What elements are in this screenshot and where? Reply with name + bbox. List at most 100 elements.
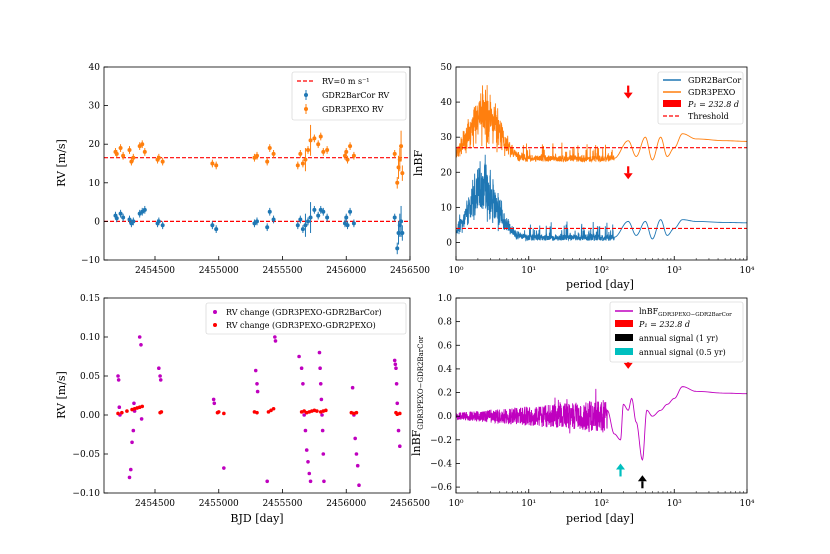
- dbf-ylabel-sub: GDR3PEXO−GDR2BarCor: [417, 335, 425, 429]
- rvc-point: [306, 460, 310, 464]
- rv-point: [255, 219, 259, 224]
- rvc-point: [158, 374, 162, 378]
- rvc-legend-box: [205, 302, 407, 335]
- rvc-point: [307, 471, 312, 476]
- rv-point: [312, 207, 317, 212]
- rv-point: [131, 155, 136, 160]
- bf-p1-arrow-head: [623, 92, 633, 99]
- rvc-point: [222, 466, 226, 470]
- bf-xtick-label: 10²: [594, 266, 609, 276]
- rv-point: [395, 246, 400, 251]
- panel-delta-bf: 10⁰ 10¹ 10² 10³ 10⁴ −0.6 −0.4 −0.2 0.0 0.2 0.4 0.6 0…: [410, 294, 755, 525]
- dbf-series-line: [456, 386, 747, 461]
- rv-point: [351, 153, 356, 158]
- rv-point: [303, 223, 308, 228]
- rv-xtick-label: 2456000: [326, 266, 366, 276]
- rvc-point: [137, 335, 142, 339]
- rvc-point: [354, 410, 359, 415]
- rvc-point: [212, 401, 217, 406]
- dbf-ytick-label: 1.0: [438, 294, 453, 304]
- rv-legend-gdr2-label: GDR2BarCor RV: [322, 91, 389, 100]
- rv-point: [298, 217, 303, 222]
- rv-xtick-label: 2455000: [199, 266, 239, 276]
- rvc-legend: RV change (GDR3PEXO-GDR2BarCor) RV chang…: [205, 302, 407, 335]
- rv-point: [140, 142, 145, 147]
- rv-point: [114, 216, 119, 221]
- rvc-ylabel: RV [m/s]: [55, 371, 68, 419]
- dbf-xtick-label: 10⁴: [739, 499, 754, 509]
- rvchange-xtick-label: 2456000: [326, 499, 366, 509]
- dbf-xtick-label: 10⁰: [448, 499, 463, 509]
- rv-plot-area: [104, 124, 410, 255]
- rvchange-ytick-label: 0.10: [80, 333, 100, 343]
- dbf-legend-annual05-label: annual signal (0.5 yr): [639, 348, 726, 357]
- bf-ytick-label: 30: [441, 133, 453, 143]
- rv-point: [308, 138, 313, 143]
- dbf-ytick-label: 0.0: [438, 412, 453, 422]
- rv-point: [160, 159, 165, 164]
- rvc-point: [396, 428, 401, 433]
- dbf-legend-p1-label: P₁ = 232.8 d: [638, 320, 690, 329]
- dbf-annual1-arrow-head: [637, 475, 647, 482]
- rv-point: [400, 171, 405, 176]
- rv-point: [271, 151, 276, 156]
- rv-point: [214, 227, 219, 232]
- rv-xtick-label: 2454500: [135, 266, 175, 276]
- rvc-point: [116, 411, 120, 416]
- rv-point: [345, 223, 350, 228]
- bf-xlabel: period [day]: [566, 278, 634, 291]
- rv-point: [265, 225, 270, 230]
- rv-point: [298, 151, 303, 156]
- bf-legend: GDR2BarCor GDR3PEXO P₁ = 232.8 d Thresho…: [657, 71, 744, 125]
- rvchange-xtick-label: 2454500: [135, 499, 175, 509]
- rvc-point: [353, 436, 357, 441]
- rv-ytick-label: 0: [94, 217, 100, 227]
- rvc-point: [157, 366, 161, 371]
- dbf-ytick-label: 0.6: [438, 341, 453, 351]
- rvc-point: [322, 479, 326, 484]
- rv-axes-frame: [103, 66, 411, 261]
- rv-point: [271, 217, 276, 222]
- dbf-xtick-label: 10³: [667, 499, 682, 509]
- rvc-point: [315, 409, 319, 413]
- rv-point: [129, 159, 134, 164]
- rv-point: [131, 219, 136, 224]
- bf-ytick-label: 50: [441, 63, 453, 73]
- panel-rv-change: 2454500 2455000 2455500 2456000 2456500 −0.10…: [55, 294, 430, 525]
- rvchange-xtick-label: 2455500: [262, 499, 302, 509]
- rv-ytick-label: −10: [81, 256, 100, 266]
- rv-point: [308, 215, 313, 220]
- rvc-axes-frame: [103, 297, 411, 494]
- rv-point: [121, 215, 126, 220]
- bf-ytick-label: 40: [441, 98, 453, 108]
- rv-point: [348, 209, 353, 214]
- rv-point: [399, 144, 404, 149]
- dbf-ytick-label: −0.6: [430, 483, 452, 493]
- rvc-point: [304, 448, 309, 452]
- rvc-point: [301, 382, 305, 386]
- rv-point: [300, 227, 305, 232]
- dbf-legend-annual1-patch: [615, 334, 633, 341]
- rvc-point: [299, 366, 304, 371]
- rv-point: [210, 223, 215, 228]
- rv-point: [345, 157, 350, 162]
- rv-point: [214, 163, 219, 168]
- bf-legend-p1-label: P₁ = 232.8 d: [687, 100, 739, 109]
- rvc-point: [131, 428, 136, 433]
- rv-point: [142, 149, 147, 154]
- rv-point: [118, 211, 123, 216]
- rv-point: [306, 219, 310, 224]
- dbf-ytick-label: −0.2: [430, 436, 452, 446]
- rvc-point: [303, 428, 308, 433]
- bf-xtick-label: 10³: [667, 266, 682, 276]
- rv-ytick-label: 40: [89, 63, 101, 73]
- bf-legend-gdr2-label: GDR2BarCor: [688, 76, 741, 85]
- rv-point: [265, 159, 270, 164]
- rv-point: [121, 153, 126, 158]
- rvc-point: [302, 413, 306, 417]
- rv-legend-box: [291, 71, 407, 121]
- rv-legend-gdr2-marker: [304, 93, 308, 97]
- rv-point: [316, 142, 321, 147]
- rvc-point: [255, 389, 260, 394]
- rvc-point: [140, 404, 145, 409]
